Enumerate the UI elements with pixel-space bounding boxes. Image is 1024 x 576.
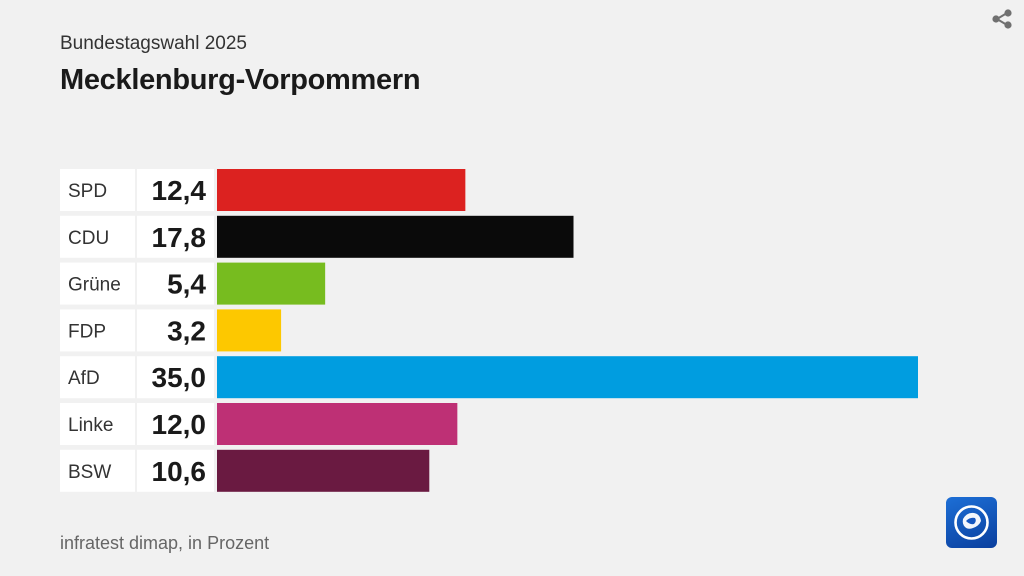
party-label-fdp: FDP bbox=[68, 321, 106, 342]
bar-bsw bbox=[217, 449, 430, 492]
party-label-box bbox=[60, 215, 135, 258]
value-label-gr-ne: 5,4 bbox=[167, 269, 206, 300]
value-label-bsw: 10,6 bbox=[152, 456, 207, 487]
share-icon[interactable] bbox=[990, 8, 1014, 30]
value-label-box bbox=[137, 403, 214, 445]
bar-linke bbox=[217, 403, 458, 445]
tagesschau-logo-icon[interactable] bbox=[946, 497, 997, 548]
bar-cdu bbox=[217, 215, 574, 258]
party-label-box bbox=[60, 262, 135, 305]
source-note: infratest dimap, in Prozent bbox=[60, 533, 270, 553]
party-label-bsw: BSW bbox=[68, 462, 111, 483]
value-label-box bbox=[137, 356, 214, 399]
value-label-fdp: 3,2 bbox=[167, 315, 206, 346]
value-label-linke: 12,0 bbox=[152, 409, 207, 440]
value-label-afd: 35,0 bbox=[152, 362, 207, 393]
value-label-spd: 12,4 bbox=[152, 175, 207, 206]
bar-afd bbox=[217, 356, 918, 399]
party-label-box bbox=[60, 403, 135, 445]
value-label-box bbox=[137, 262, 214, 305]
party-label-cdu: CDU bbox=[68, 228, 109, 249]
value-label-box bbox=[137, 169, 214, 211]
party-label-box bbox=[60, 309, 135, 352]
party-label-box bbox=[60, 356, 135, 399]
bar-gr-ne bbox=[217, 262, 326, 305]
party-label-spd: SPD bbox=[68, 181, 107, 202]
value-label-cdu: 17,8 bbox=[152, 222, 207, 253]
bar-fdp bbox=[217, 309, 282, 352]
chart-title: Mecklenburg-Vorpommern bbox=[60, 64, 421, 96]
party-label-gr-ne: Grüne bbox=[68, 275, 121, 296]
party-label-linke: Linke bbox=[68, 415, 113, 436]
party-label-afd: AfD bbox=[68, 368, 100, 389]
party-label-box bbox=[60, 449, 135, 492]
bar-spd bbox=[217, 169, 466, 211]
value-label-box bbox=[137, 309, 214, 352]
value-label-box bbox=[137, 215, 214, 258]
party-label-box bbox=[60, 169, 135, 211]
chart-subtitle: Bundestagswahl 2025 bbox=[60, 33, 247, 54]
value-label-box bbox=[137, 449, 214, 492]
